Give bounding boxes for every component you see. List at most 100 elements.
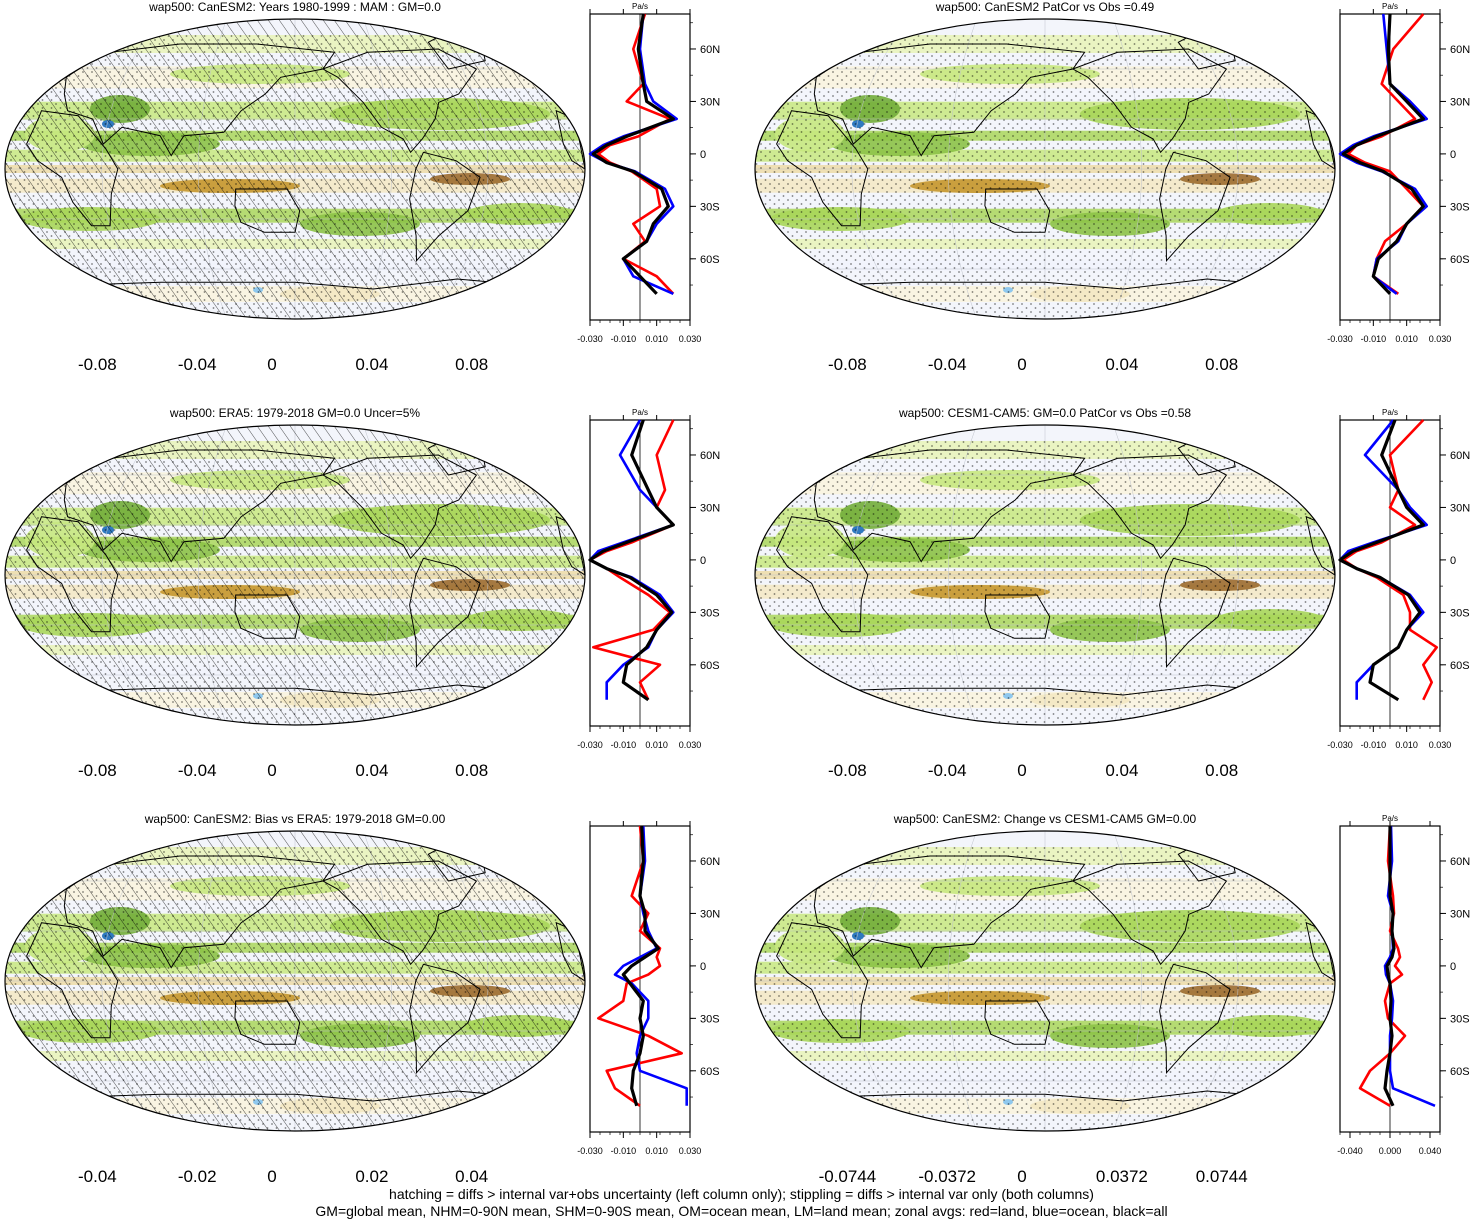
profile-series-land [1346, 13, 1425, 295]
colorbar-label: 0.04 [355, 355, 388, 374]
y-tick-label: 60S [1450, 1066, 1470, 1078]
colorbar: -0.08 -0.04 0 0.04 0.08 [828, 761, 1238, 780]
profile-series-ocean [588, 419, 675, 700]
y-tick-label: 0 [1450, 149, 1456, 161]
profile-series-all [1338, 419, 1425, 702]
y-tick-label: 60S [700, 254, 720, 266]
map-border [4, 18, 586, 320]
x-tick-label: 0.030 [679, 740, 702, 750]
map-border [754, 18, 1336, 320]
x-tick-label: 0.000 [1379, 1146, 1402, 1156]
y-tick-label: 0 [1450, 555, 1456, 567]
x-tick-label: 0.030 [679, 334, 702, 344]
y-tick-label: 0 [700, 555, 706, 567]
map-field [5, 831, 585, 1131]
y-tick-label: 60N [1450, 856, 1470, 868]
y-tick-label: 0 [700, 961, 706, 973]
colorbar-label: -0.08 [828, 355, 867, 374]
map-border [4, 424, 586, 726]
profile-curves [1358, 825, 1436, 1107]
y-tick-label: 30S [1450, 201, 1470, 213]
y-tick-label: 60N [700, 450, 720, 462]
x-tick-label: 0.040 [1419, 1146, 1442, 1156]
colorbar-label: -0.04 [178, 761, 217, 780]
x-tick-label: -0.010 [611, 1146, 637, 1156]
colorbar-label: -0.02 [178, 1167, 217, 1186]
colorbar: -0.08 -0.04 0 0.04 0.08 [78, 761, 488, 780]
colorbar-label: 0.04 [455, 1167, 488, 1186]
y-tick-label: 30N [700, 908, 720, 920]
colorbar-label: 0.08 [455, 355, 488, 374]
colorbar: -0.08 -0.04 0 0.04 0.08 [828, 355, 1238, 374]
profile-curves [1338, 419, 1438, 702]
y-tick-label: 60N [1450, 450, 1470, 462]
x-tick-label: -0.030 [1327, 740, 1353, 750]
x-tick-label: 0.030 [679, 1146, 702, 1156]
x-tick-label: -0.030 [577, 740, 603, 750]
colorbar-label: 0.04 [355, 761, 388, 780]
y-tick-label: 60S [1450, 660, 1470, 672]
profile-series-land [1358, 825, 1407, 1107]
colorbar: -0.0744 -0.0372 0 0.0372 0.0744 [819, 1167, 1248, 1186]
y-tick-label: 60S [700, 660, 720, 672]
panel-title: wap500: CanESM2: Bias vs ERA5: 1979-2018… [144, 812, 446, 826]
map-border [4, 830, 586, 1132]
x-tick-label: 0.010 [645, 740, 668, 750]
profile-curves [588, 419, 675, 702]
panel-canesm2-patcor: wap500: CanESM2 PatCor vs Obs =0.49 Pa/s… [750, 0, 1483, 406]
panel-canesm2-climatology: wap500: CanESM2: Years 1980-1999 : MAM :… [0, 0, 741, 406]
zonal-profile: Pa/s -0.030 -0.010 0.010 0.030 60N 30N 0 30S 60S [577, 2, 720, 344]
footer-note-2: GM=global mean, NHM=0-90N mean, SHM=0-90… [315, 1203, 1168, 1219]
colorbar-label: 0.0372 [1096, 1167, 1148, 1186]
zonal-profile: Pa/s -0.030 -0.010 0.010 0.030 60N 30N 0 30S 60S [1327, 2, 1470, 344]
map-field [5, 19, 585, 319]
profile-unit-label: Pa/s [632, 2, 648, 11]
y-tick-label: 30S [700, 607, 720, 619]
world-map [754, 424, 1336, 726]
x-tick-label: -0.030 [1327, 334, 1353, 344]
profile-curves [1338, 13, 1428, 295]
panel-bias-vs-era5: wap500: CanESM2: Bias vs ERA5: 1979-2018… [0, 812, 741, 1218]
zonal-profile: -0.030 -0.010 0.010 0.030 60N 30N 0 30S 60S [577, 821, 720, 1156]
y-tick-label: 30N [1450, 96, 1470, 108]
map-field [755, 425, 1335, 725]
y-tick-label: 60N [700, 856, 720, 868]
x-tick-label: -0.010 [1361, 334, 1387, 344]
colorbar-label: 0 [267, 1167, 276, 1186]
profile-unit-label: Pa/s [632, 408, 648, 417]
profile-series-all [1341, 13, 1425, 295]
colorbar-label: 0.08 [1205, 761, 1238, 780]
colorbar-label: 0.02 [355, 1167, 388, 1186]
map-field [5, 425, 585, 725]
colorbar: -0.08 -0.04 0 0.04 0.08 [78, 355, 488, 374]
colorbar-label: -0.08 [828, 761, 867, 780]
y-tick-label: 30S [700, 1013, 720, 1025]
y-tick-label: 60S [700, 1066, 720, 1078]
y-tick-label: 30S [1450, 1013, 1470, 1025]
profile-curves [588, 13, 678, 295]
hatching [5, 831, 585, 1131]
colorbar-label: -0.04 [928, 355, 967, 374]
map-border [754, 830, 1336, 1132]
colorbar-label: -0.0372 [918, 1167, 976, 1186]
colorbar-label: -0.04 [78, 1167, 117, 1186]
y-tick-label: 30N [1450, 502, 1470, 514]
panel-title: wap500: ERA5: 1979-2018 GM=0.0 Uncer=5% [169, 406, 421, 420]
x-tick-label: 0.010 [645, 334, 668, 344]
colorbar-label: -0.08 [78, 355, 117, 374]
profile-series-all [621, 825, 660, 1107]
profile-series-all [588, 419, 675, 702]
panel-title: wap500: CanESM2: Change vs CESM1-CAM5 GM… [893, 812, 1197, 826]
colorbar-label: 0.04 [1105, 355, 1138, 374]
x-tick-label: 0.010 [1395, 740, 1418, 750]
zonal-profile: Pa/s -0.030 -0.010 0.010 0.030 60N 30N 0 30S 60S [1327, 408, 1470, 750]
colorbar-label: 0.08 [455, 761, 488, 780]
panel-title: wap500: CanESM2 PatCor vs Obs =0.49 [935, 0, 1155, 14]
profile-series-ocean [613, 825, 688, 1106]
profile-series-ocean [1383, 825, 1436, 1107]
world-map [4, 830, 586, 1132]
profile-unit-label: Pa/s [1382, 408, 1398, 417]
profile-unit-label: Pa/s [1382, 2, 1398, 11]
stippling [755, 440, 1335, 725]
world-map [4, 18, 586, 320]
